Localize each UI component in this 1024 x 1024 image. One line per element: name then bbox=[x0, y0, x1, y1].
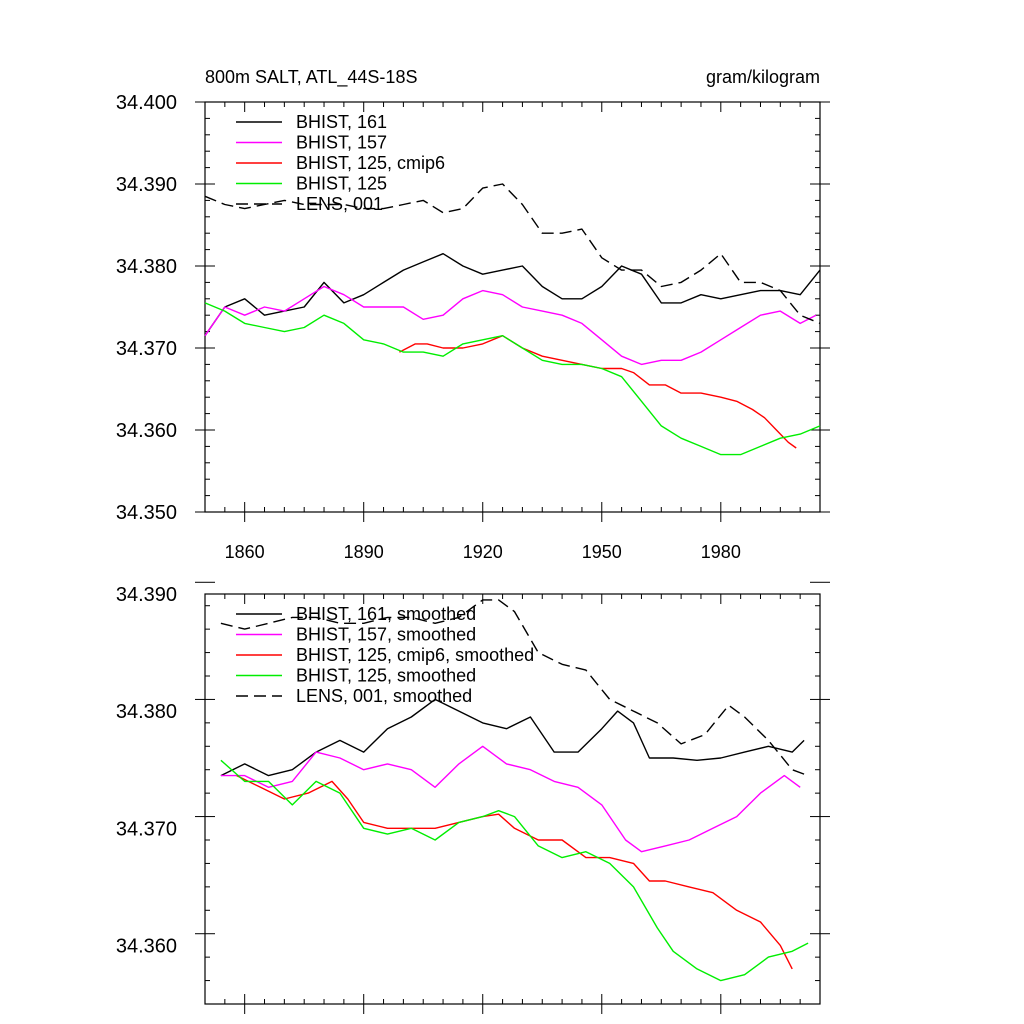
y-tick-label: 34.370 bbox=[116, 818, 177, 840]
y-tick-label: 34.360 bbox=[116, 935, 177, 957]
legend-label: BHIST, 125 bbox=[296, 174, 387, 194]
series-line-1 bbox=[221, 746, 800, 851]
series-line-0 bbox=[205, 254, 820, 336]
legend-label: BHIST, 157 bbox=[296, 133, 387, 153]
legend-label: BHIST, 161, smoothed bbox=[296, 604, 476, 624]
series-line-2 bbox=[399, 336, 796, 448]
top-series-lines bbox=[205, 184, 820, 455]
legend-label: LENS, 001 bbox=[296, 194, 383, 214]
legend-label: BHIST, 125, cmip6, smoothed bbox=[296, 645, 534, 665]
y-tick-label: 34.360 bbox=[116, 420, 177, 442]
x-tick-label: 1890 bbox=[344, 542, 384, 562]
bottom-legend: BHIST, 161, smoothedBHIST, 157, smoothed… bbox=[236, 604, 534, 706]
y-tick-label: 34.350 bbox=[116, 502, 177, 524]
top-panel-title: 800m SALT, ATL_44S-18S bbox=[205, 67, 417, 88]
y-tick-label: 34.400 bbox=[116, 92, 177, 114]
y-tick-label: 34.380 bbox=[116, 701, 177, 723]
x-tick-label: 1980 bbox=[701, 542, 741, 562]
x-tick-label: 1950 bbox=[582, 542, 622, 562]
series-line-0 bbox=[221, 699, 804, 775]
top-panel-units: gram/kilogram bbox=[706, 67, 820, 87]
legend-label: BHIST, 125, cmip6 bbox=[296, 153, 445, 173]
x-tick-label: 1920 bbox=[463, 542, 503, 562]
top-panel: 800m SALT, ATL_44S-18S gram/kilogram 186… bbox=[116, 67, 830, 562]
y-tick-label: 34.390 bbox=[116, 584, 177, 606]
top-axis-ticks: 1860 1890 1920 1950 1980 34.350 34.360 34.370 34… bbox=[116, 92, 830, 562]
x-tick-label: 1860 bbox=[225, 542, 265, 562]
legend-label: LENS, 001, smoothed bbox=[296, 686, 472, 706]
series-line-2 bbox=[237, 776, 793, 969]
top-legend: BHIST, 161BHIST, 157BHIST, 125, cmip6BHI… bbox=[236, 112, 445, 214]
y-tick-label: 34.390 bbox=[116, 174, 177, 196]
y-tick-label: 34.380 bbox=[116, 256, 177, 278]
bottom-panel: 34.360 34.370 34.380 34.390 BHIST, 161, smo… bbox=[116, 582, 830, 1014]
legend-label: BHIST, 161 bbox=[296, 112, 387, 132]
legend-label: BHIST, 125, smoothed bbox=[296, 666, 476, 686]
y-tick-label: 34.370 bbox=[116, 338, 177, 360]
series-line-3 bbox=[205, 303, 820, 455]
legend-label: BHIST, 157, smoothed bbox=[296, 625, 476, 645]
